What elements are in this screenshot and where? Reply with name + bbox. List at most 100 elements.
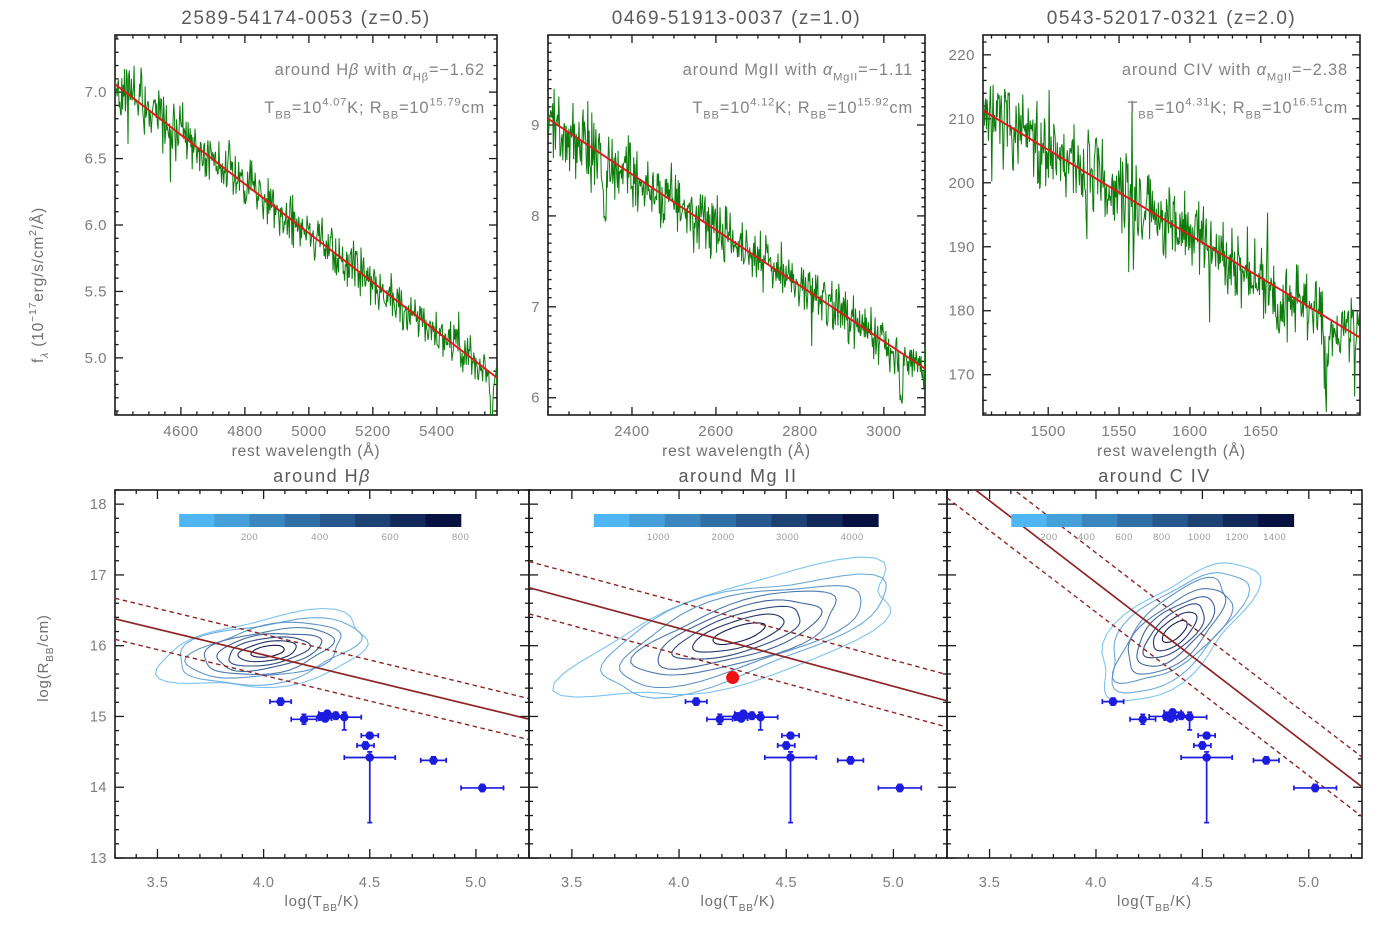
contour-set <box>552 556 892 699</box>
plot-area <box>947 490 1362 824</box>
x-tick-label: 5000 <box>291 423 326 440</box>
x-tick-label: 4.0 <box>253 875 275 891</box>
annotation-alpha: around CIV with αMgII=−2.38 <box>1122 61 1348 83</box>
spectrum-trace <box>115 65 497 415</box>
axis-frame-and-ticks <box>946 489 1363 859</box>
x-tick-label: 5.0 <box>465 875 487 891</box>
colorbar: 1000 2000 3000 4000 <box>593 514 879 543</box>
y-axis-title: fλ (10−17erg/s/cm2/Å) <box>27 207 51 363</box>
annotation-tbb-rbb: TBB=104.31K; RBB=1016.51cm <box>1127 97 1348 122</box>
x-tick-label: 5200 <box>355 423 390 440</box>
panel-title: around Mg II <box>678 466 797 486</box>
relation-lines <box>947 490 1362 818</box>
spectrum-trace <box>548 88 925 405</box>
y-tick-label: 220 <box>948 47 975 64</box>
colorbar-tick-label: 1000 <box>1188 532 1211 543</box>
annotation-alpha: around MgII with αMgII=−1.11 <box>683 61 913 83</box>
y-tick-label: 15 <box>90 709 107 725</box>
colorbar-tick-label: 800 <box>1153 532 1170 543</box>
y-tick-label: 9 <box>531 117 540 134</box>
y-tick-label: 6.0 <box>85 217 107 234</box>
x-axis-title: log(TBB/K) <box>701 893 776 914</box>
scatter-panel-mgii: 1000 2000 3000 4000 around Mg II 3.5 4.0 4.5 5.0… <box>528 466 948 914</box>
scatter-panel-civ: 200 400 600 800 1000 1200 1400 around C IV 3.5 4.… <box>946 466 1363 914</box>
panel-title: 0469-51913-0037 (z=1.0) <box>612 8 861 29</box>
x-axis-title: log(TBB/K) <box>285 893 360 914</box>
plot-area <box>115 65 497 415</box>
axis-frame-and-ticks <box>114 34 498 416</box>
x-tick-label: 1650 <box>1243 423 1278 440</box>
y-tick-label: 16 <box>90 639 107 655</box>
scatter-points <box>269 697 505 824</box>
colorbar-tick-label: 1400 <box>1263 532 1286 543</box>
y-tick-label: 5.5 <box>85 283 107 300</box>
x-tick-label: 2600 <box>698 423 733 440</box>
x-tick-label: 4.5 <box>775 875 797 891</box>
x-tick-label: 3000 <box>866 423 901 440</box>
relation-lines <box>529 560 947 728</box>
annotation-tbb-rbb: TBB=104.12K; RBB=1015.92cm <box>692 97 913 122</box>
x-tick-label: 4800 <box>227 423 262 440</box>
x-tick-label: 2800 <box>782 423 817 440</box>
colorbar-tick-label: 200 <box>1040 532 1057 543</box>
colorbar-tick-label: 3000 <box>776 532 799 543</box>
y-tick-label: 200 <box>948 175 975 192</box>
y-tick-label: 14 <box>90 780 107 796</box>
plot-area <box>548 88 925 405</box>
y-tick-label: 210 <box>948 111 975 128</box>
x-tick-label: 4.5 <box>359 875 381 891</box>
x-tick-label: 3.5 <box>979 875 1001 891</box>
axis-frame-and-ticks <box>982 34 1361 416</box>
spectrum-trace <box>983 84 1360 413</box>
x-tick-label: 4.5 <box>1192 875 1214 891</box>
powerlaw-fit-line <box>983 109 1360 339</box>
x-tick-label: 5.0 <box>883 875 905 891</box>
y-tick-label: 13 <box>90 851 107 867</box>
x-axis-title: log(TBB/K) <box>1117 893 1192 914</box>
spectrum-panel-mgii: 0469-51913-0037 (z=1.0) around MgII with … <box>531 8 926 460</box>
colorbar-tick-label: 1200 <box>1226 532 1249 543</box>
y-tick-label: 7.0 <box>85 84 107 101</box>
annotation-tbb-rbb: TBB=104.07K; RBB=1015.79cm <box>264 97 485 122</box>
x-axis-title: rest wavelength (Å) <box>1097 443 1246 460</box>
x-tick-label: 3.5 <box>147 875 169 891</box>
x-tick-label: 4600 <box>163 423 198 440</box>
colorbar-tick-label: 400 <box>1078 532 1095 543</box>
y-tick-label: 8 <box>531 208 540 225</box>
spectrum-panel-civ: 0543-52017-0321 (z=2.0) around CIV with α… <box>948 8 1361 460</box>
scatter-points <box>684 697 923 824</box>
colorbar-tick-label: 800 <box>452 532 469 543</box>
axis-frame-and-ticks <box>114 489 530 859</box>
y-tick-label: 180 <box>948 303 975 320</box>
contour-set <box>154 607 369 689</box>
powerlaw-fit-line <box>115 83 497 379</box>
y-tick-label: 17 <box>90 568 107 584</box>
x-tick-label: 4.0 <box>668 875 690 891</box>
y-tick-label: 6.5 <box>85 151 107 168</box>
relation-lines <box>115 597 529 741</box>
y-tick-label: 7 <box>531 299 540 316</box>
panel-title: 0543-52017-0321 (z=2.0) <box>1047 8 1296 29</box>
scatter-panel-hbeta: 200 400 600 800 around Hβ 3.5 4.0 4.5 5.0 13 14 15 1… <box>35 466 530 914</box>
x-axis-title: rest wavelength (Å) <box>232 443 381 460</box>
x-tick-label: 5400 <box>419 423 454 440</box>
panel-title: around C IV <box>1098 466 1211 486</box>
colorbar-tick-label: 1000 <box>647 532 670 543</box>
axis-frame-and-ticks <box>547 34 926 416</box>
colorbar: 200 400 600 800 1000 1200 1400 <box>1011 514 1295 543</box>
powerlaw-fit-line <box>548 117 925 370</box>
x-tick-label: 5.0 <box>1298 875 1320 891</box>
y-tick-label: 190 <box>948 239 975 256</box>
colorbar-tick-label: 600 <box>1116 532 1133 543</box>
colorbar-tick-label: 400 <box>311 532 328 543</box>
colorbar-tick-label: 2000 <box>711 532 734 543</box>
x-tick-label: 1500 <box>1031 423 1066 440</box>
colorbar-tick-label: 4000 <box>841 532 864 543</box>
colorbar-tick-label: 600 <box>382 532 399 543</box>
x-tick-label: 2400 <box>614 423 649 440</box>
colorbar-tick-label: 200 <box>241 532 258 543</box>
panel-title: 2589-54174-0053 (z=0.5) <box>181 8 430 29</box>
annotation-alpha: around Hβ with αHβ=−1.62 <box>275 61 485 83</box>
scatter-points <box>1101 697 1338 824</box>
